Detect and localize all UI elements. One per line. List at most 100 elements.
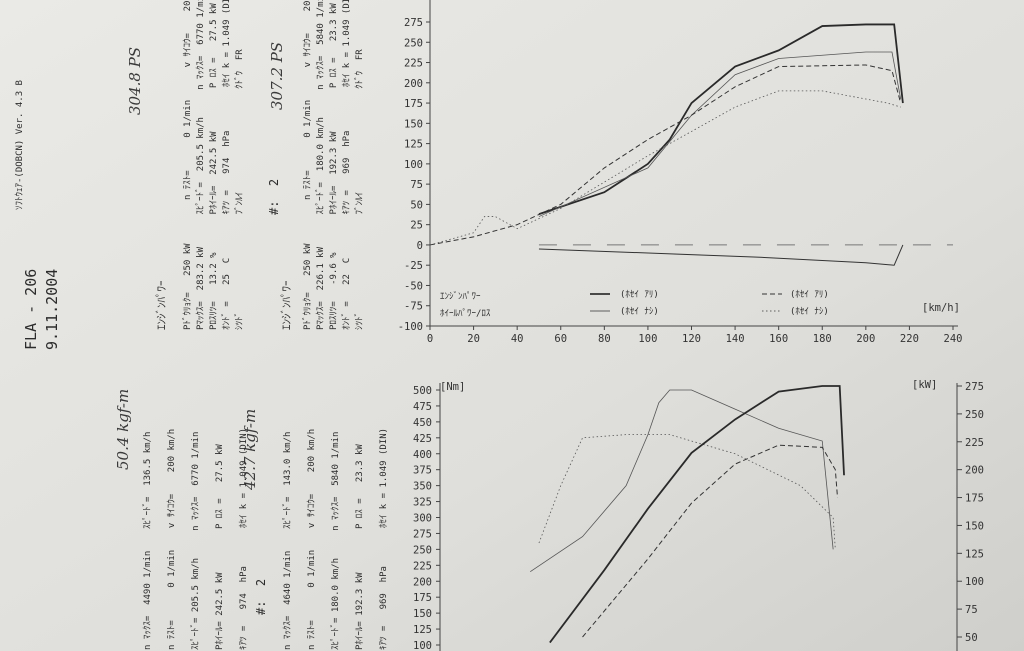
y2-tick-label: 125 bbox=[965, 548, 984, 560]
y-tick-label: 275 bbox=[413, 528, 432, 540]
y2-tick-label: 200 bbox=[965, 465, 984, 477]
legend-label: (ﾎｾｲ ﾅｼ) bbox=[620, 306, 659, 317]
sheet-line: Pﾛｽﾘﾂ= -9.6 % Pﾎｲｰﾙ= 192.3 kW P ﾛｽ = 23.… bbox=[328, 3, 339, 330]
data-line bbox=[429, 64, 902, 246]
legend-label: (ﾎｾｲ ｱﾘ) bbox=[790, 289, 829, 300]
y-tick-label: 425 bbox=[413, 433, 432, 445]
sheet-line: ｽﾋﾟｰﾄﾞ= 205.5 km/h n ﾏｯｸｽ= 6770 1/min bbox=[190, 432, 201, 650]
y-tick-label: 250 bbox=[413, 544, 432, 556]
y-tick-label: 150 bbox=[404, 118, 423, 130]
data-line bbox=[538, 23, 904, 215]
y-tick-label: 100 bbox=[413, 640, 432, 651]
x-tick-label: 200 bbox=[856, 333, 875, 345]
data-line bbox=[582, 444, 839, 638]
sheet-line: Pﾏｯｸｽ= 226.1 kW ｽﾋﾟｰﾄﾞ= 180.0 km/h n ﾏｯｸ… bbox=[315, 0, 326, 330]
sheet-line: n ﾃｽﾄ= 0 1/min v ｻｲｺｳ= 200 km/h bbox=[306, 429, 317, 650]
y-tick-label: 200 bbox=[404, 78, 423, 90]
y-tick-label: 400 bbox=[413, 449, 432, 461]
y-tick-label: 100 bbox=[404, 159, 423, 171]
run-title: ｴﾝｼﾞﾝﾊﾟﾜｰ bbox=[280, 281, 293, 331]
y2-tick-label: 75 bbox=[965, 604, 978, 616]
sheet-line: n ﾏｯｸｽ= 4490 1/min ｽﾋﾟｰﾄﾞ= 136.5 km/h bbox=[142, 432, 153, 650]
sheet-line: ｼﾂﾄﾞ ﾌﾞﾝﾙｲ ｸﾄﾞｳ FR bbox=[354, 49, 365, 330]
y2-tick-label: 50 bbox=[965, 632, 978, 644]
sheet-line: ｵﾝﾄﾞ = 25 C ｷｱﾂ = 974 hPa ﾎｾｲ k = 1.049 … bbox=[221, 0, 232, 330]
x-tick-label: 100 bbox=[638, 333, 657, 345]
sheet-line: n ﾃｽﾄ= 0 1/min v ｻｲｺｳ= 200 km/h bbox=[166, 429, 177, 650]
y-tick-label: -25 bbox=[404, 260, 423, 272]
run-number: #: 2 bbox=[254, 579, 268, 615]
x-tick-label: 40 bbox=[511, 333, 524, 345]
y-tick-label: 275 bbox=[404, 17, 423, 29]
x-tick-label: 80 bbox=[598, 333, 611, 345]
y-tick-label: 50 bbox=[410, 199, 423, 211]
y-tick-label: 25 bbox=[410, 220, 423, 232]
legend-label: ｴﾝｼﾞﾝﾊﾟﾜｰ bbox=[440, 291, 481, 302]
sheet-line: ｵﾝﾄﾞ = 22 C ｷｱﾂ = 969 hPa ﾎｾｲ k = 1.049 … bbox=[341, 0, 352, 330]
y-tick-label: -50 bbox=[404, 280, 423, 292]
x-tick-label: 140 bbox=[726, 333, 745, 345]
sheet-line: ｷｱﾂ = 974 hPa ﾎｾｲ k = 1.049 (DIN) bbox=[238, 428, 249, 650]
legend-label: ﾎｲｰﾙﾊﾟﾜｰ/ﾛｽ bbox=[440, 308, 491, 319]
sheet-line: Pﾄﾞｳﾘｮｸ= 250 kW n ﾃｽﾄ= 0 1/min v ｻｲｺｳ= 2… bbox=[182, 0, 193, 330]
x-tick-label: 20 bbox=[467, 333, 480, 345]
date: 9.11.2004 bbox=[43, 269, 61, 350]
sheet-line: Pﾛｽﾘﾂ= 13.2 % Pﾎｲｰﾙ= 242.5 kW P ﾛｽ = 27.… bbox=[208, 3, 219, 330]
sheet-line: Pﾏｯｸｽ= 283.2 kW ｽﾋﾟｰﾄﾞ= 205.5 km/h n ﾏｯｸ… bbox=[195, 0, 206, 330]
x-tick-label: 160 bbox=[769, 333, 788, 345]
y-tick-label: 300 bbox=[413, 513, 432, 525]
sheet-line: Pﾎｲｰﾙ= 242.5 kW P ﾛｽ = 27.5 kW bbox=[214, 444, 225, 650]
sheet-line: Pﾎｲｰﾙ= 192.3 kW P ﾛｽ = 23.3 kW bbox=[354, 444, 365, 650]
y2-tick-label: 175 bbox=[965, 493, 984, 505]
software: ｿﾌﾄｳｪｱ-(DOBCN) Ver. 4.3 B bbox=[14, 80, 25, 210]
y-tick-label: 125 bbox=[413, 624, 432, 636]
y-tick-label: -75 bbox=[404, 301, 423, 313]
run-number: #: 2 bbox=[267, 179, 281, 215]
y2-axis-label: [kW] bbox=[912, 379, 937, 391]
data-line bbox=[530, 389, 834, 573]
y2-tick-label: 150 bbox=[965, 520, 984, 532]
data-line bbox=[538, 51, 902, 217]
handwritten-note: 307.2 PS bbox=[268, 42, 286, 110]
y-tick-label: 0 bbox=[417, 240, 423, 252]
y-axis-label: [Nm] bbox=[440, 381, 465, 393]
y-tick-label: 225 bbox=[413, 560, 432, 572]
handwritten-note: 304.8 PS bbox=[126, 47, 144, 115]
data-line bbox=[538, 434, 836, 550]
y-tick-label: 350 bbox=[413, 481, 432, 493]
x-tick-label: 180 bbox=[813, 333, 832, 345]
data-line bbox=[538, 244, 904, 266]
legend-label: (ﾎｾｲ ﾅｼ) bbox=[790, 306, 829, 317]
y-tick-label: 475 bbox=[413, 401, 432, 413]
y-tick-label: 325 bbox=[413, 497, 432, 509]
x-tick-label: 120 bbox=[682, 333, 701, 345]
y-tick-label: 75 bbox=[410, 179, 423, 191]
y-tick-label: 125 bbox=[404, 139, 423, 151]
y2-tick-label: 250 bbox=[965, 409, 984, 421]
run-title: ｴﾝｼﾞﾝﾊﾟﾜｰ bbox=[155, 281, 168, 331]
sheet-line: ｽﾋﾟｰﾄﾞ= 180.0 km/h n ﾏｯｸｽ= 5840 1/min bbox=[330, 432, 341, 650]
y2-tick-label: 275 bbox=[965, 381, 984, 393]
y2-tick-label: 100 bbox=[965, 576, 984, 588]
legend-label: (ﾎｾｲ ｱﾘ) bbox=[620, 289, 659, 300]
x-axis-label: [km/h] bbox=[922, 302, 960, 314]
y-tick-label: 200 bbox=[413, 576, 432, 588]
sheet-line: Pﾄﾞｳﾘｮｸ= 250 kW n ﾃｽﾄ= 0 1/min v ｻｲｺｳ= 2… bbox=[302, 0, 313, 330]
handwritten-note: 50.4 kgf-m bbox=[114, 389, 132, 470]
y-tick-label: 375 bbox=[413, 465, 432, 477]
y-tick-label: 450 bbox=[413, 417, 432, 429]
model: FLA - 206 bbox=[22, 269, 40, 350]
handwritten-note: 42.7 kgf-m bbox=[241, 409, 259, 491]
x-tick-label: 0 bbox=[427, 333, 433, 345]
x-tick-label: 60 bbox=[554, 333, 567, 345]
sheet-line: n ﾏｯｸｽ= 4640 1/min ｽﾋﾟｰﾄﾞ= 143.0 km/h bbox=[282, 432, 293, 650]
y2-tick-label: 225 bbox=[965, 437, 984, 449]
x-tick-label: 220 bbox=[900, 333, 919, 345]
y-tick-label: 175 bbox=[413, 592, 432, 604]
x-tick-label: 240 bbox=[944, 333, 963, 345]
y-tick-label: 250 bbox=[404, 37, 423, 49]
sheet-line: ｷｱﾂ = 969 hPa ﾎｾｲ k = 1.049 (DIN) bbox=[378, 428, 389, 650]
y-tick-label: 150 bbox=[413, 608, 432, 620]
